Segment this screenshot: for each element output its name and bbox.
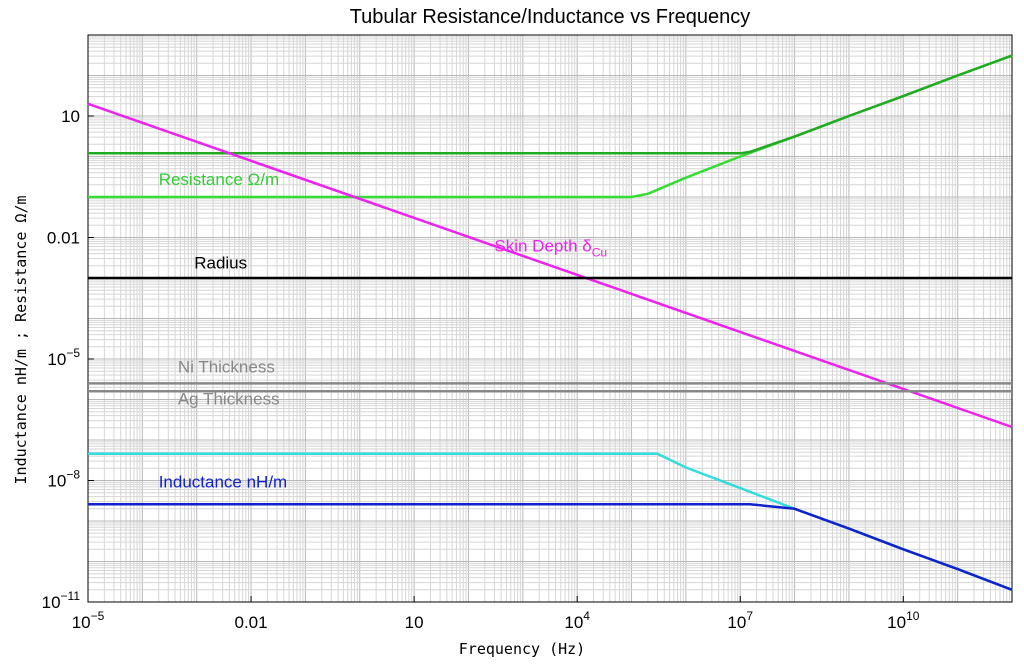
series-layer	[87, 54, 1013, 591]
x-tick-label: 10−5	[72, 609, 105, 632]
y-tick-label: 0.01	[47, 229, 80, 248]
x-tick-label: 10	[405, 613, 424, 632]
series-line-inductance-nh-m	[88, 502, 1013, 591]
x-axis-label: Frequency (Hz)	[459, 640, 585, 658]
y-axis-label: Inductance nH/m ; Resistance Ω/m	[12, 196, 30, 485]
annotation-layer: Resistance Ω/m Skin Depth δCu Radius Ni Thi…	[159, 170, 607, 491]
grid	[87, 35, 1012, 603]
label-inductance-nh-m: Inductance nH/m	[159, 472, 288, 491]
label-ag-thickness: Ag Thickness	[178, 390, 280, 409]
chart-title: Tubular Resistance/Inductance vs Frequen…	[350, 6, 751, 28]
label-resistance-m: Resistance Ω/m	[159, 170, 279, 189]
label-skin-depth: Skin Depth δCu	[494, 237, 607, 260]
y-tick-label: 10	[61, 107, 80, 126]
x-tick-label: 104	[564, 609, 590, 632]
series-line-skin-depth-cu	[87, 102, 1013, 429]
x-tick-label: 1010	[887, 609, 920, 632]
y-tick-label: 10−11	[42, 589, 81, 612]
x-tick-label: 107	[727, 609, 753, 632]
label-radius: Radius	[194, 254, 247, 273]
y-tick-label: 10−5	[47, 346, 80, 369]
series-line-unlabeled-1	[88, 54, 1013, 155]
label-ni-thickness: Ni Thickness	[178, 358, 275, 377]
plot-frame	[87, 34, 1013, 603]
y-tick-label: 10−8	[47, 468, 80, 491]
x-tick-label: 0.01	[235, 613, 268, 632]
